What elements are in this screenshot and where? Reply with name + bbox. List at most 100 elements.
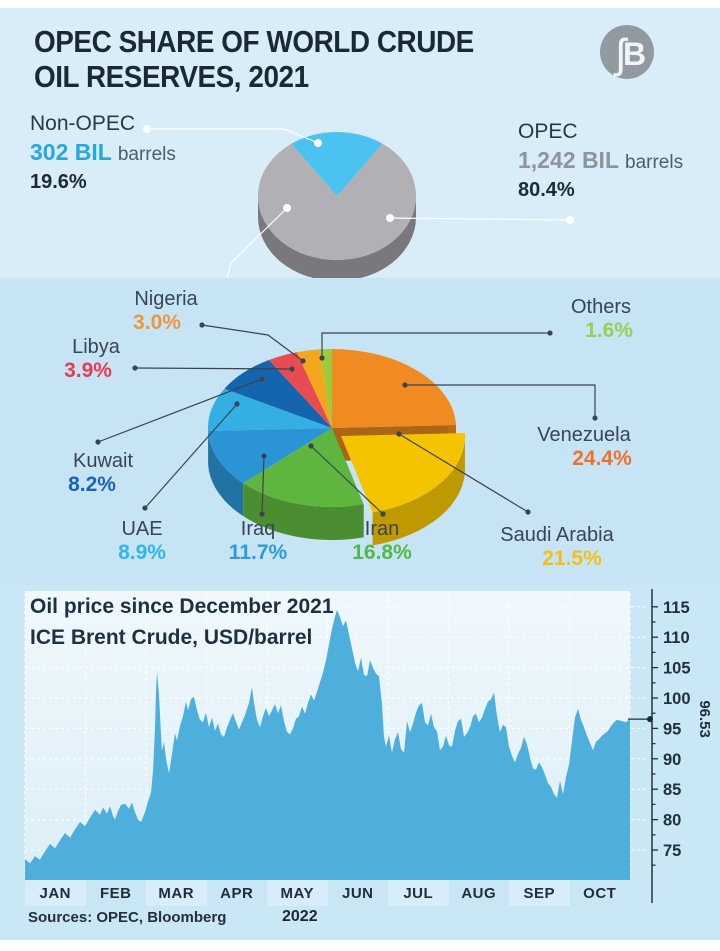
member-share: 16.8% (352, 541, 412, 564)
leader-line-opec-breakdown (225, 207, 288, 283)
pie-slice-uae (208, 388, 332, 431)
leader-line-saudi-arabia (398, 433, 529, 513)
leader-dot-non-opec (143, 125, 151, 133)
month-label-jul: JUL (388, 880, 449, 906)
oil-chart-title: Oil price since December 2021 (30, 595, 334, 618)
leader-dot-others (319, 355, 325, 361)
pie-slice-venezuela (332, 349, 456, 428)
section-opec-members: Venezuela 24.4% Saudi Arabia 21.5% Iran 16.8%… (0, 278, 720, 585)
section-world-reserves: OPEC SHARE OF WORLD CRUDE OIL RESERVES, … (0, 8, 720, 283)
pie-wall-saudi-arabia (372, 433, 465, 546)
member-share: 1.6% (585, 319, 633, 342)
leader-line-nigeria (201, 324, 304, 362)
y-tick-label: 110 (663, 629, 690, 647)
month-label-mar: MAR (146, 880, 207, 906)
non-opec-unit: barrels (117, 144, 176, 165)
tbs-logo: ʃB (600, 25, 654, 79)
leader-dot-uae (142, 505, 148, 511)
pie-slice-iraq (208, 428, 332, 484)
member-label-nigeria: Nigeria 3.0% (133, 288, 198, 335)
leader-dot-iraq (259, 511, 265, 517)
y-tick-label: 115 (663, 599, 690, 617)
leader-dot-kuwait (95, 439, 101, 445)
y-tick-label: 100 (663, 690, 691, 708)
tbs-logo-glyph: B (623, 36, 646, 72)
leader-dot-nigeria (300, 358, 306, 364)
member-label-saudi-arabia: Saudi Arabia 21.5% (500, 524, 613, 571)
pie-slice-kuwait (224, 360, 332, 428)
opec-members-pie (95, 322, 598, 546)
leader-dot-kuwait (259, 376, 265, 382)
month-label-feb: FEB (85, 880, 146, 906)
leader-dot-iran (308, 443, 314, 449)
oil-price-area (25, 609, 630, 880)
pie-wall-iraq (208, 430, 244, 517)
member-name: Venezuela (537, 424, 631, 446)
leader-dot-iran (380, 511, 386, 517)
sources-label: Sources: OPEC, Bloomberg (28, 909, 227, 926)
month-label-jun: JUN (327, 880, 388, 906)
member-label-venezuela: Venezuela 24.4% (537, 424, 631, 471)
month-label-sep: SEP (509, 880, 570, 906)
opec-label: OPEC (518, 120, 578, 143)
tbs-logo-circle (600, 25, 654, 79)
leader-dot-nigeria (199, 322, 205, 328)
member-label-kuwait: Kuwait 8.2% (68, 450, 133, 497)
last-value-label: 96.53 (696, 700, 713, 738)
leader-dot-venezuela (592, 415, 598, 421)
member-name: Iran (364, 518, 400, 540)
pie-wall-iran (243, 483, 364, 540)
non-opec-share: 19.6% (30, 171, 87, 193)
leader-dot-non-opec (314, 139, 322, 147)
opec-share: 80.4% (518, 179, 575, 201)
bottom-margin (0, 940, 720, 951)
non-opec-amount: 302 BIL (30, 139, 112, 165)
leader-line-venezuela (405, 384, 596, 418)
member-share: 3.0% (133, 311, 181, 334)
leader-line-iran (310, 445, 384, 515)
leader-dot-others (547, 330, 553, 336)
member-label-uae: UAE 8.9% (118, 518, 166, 565)
leader-dot-iraq (261, 453, 267, 459)
month-label-aug: AUG (448, 880, 509, 906)
pie-slice-saudi-arabia (341, 433, 465, 513)
member-label-iraq: Iraq 11.7% (229, 518, 287, 565)
leader-dot-uae (234, 401, 240, 407)
leader-line-others (321, 332, 550, 358)
section-oil-price: 75 80 85 90 95 100 105 110 115 96.53 Oil price si… (0, 585, 720, 940)
member-name: UAE (121, 518, 163, 540)
member-name: Others (570, 296, 632, 318)
opec-amount: 1,242 BIL (518, 147, 619, 173)
member-share: 24.4% (572, 447, 632, 470)
pie-wall-opec (258, 196, 416, 281)
leader-line-libya (134, 367, 293, 370)
pie-slice-iran (243, 428, 364, 507)
non-opec-callout: Non-OPEC 302 BIL barrels 19.6% (30, 112, 176, 194)
member-name: Iraq (240, 518, 276, 540)
leader-dot-opec-breakdown (283, 204, 291, 212)
pie-slice-opec (258, 143, 416, 260)
non-opec-label: Non-OPEC (30, 112, 136, 135)
y-tick-label: 85 (663, 781, 681, 799)
opec-unit: barrels (625, 152, 684, 173)
month-label-oct: OCT (569, 880, 630, 906)
leader-dot-saudi-arabia (396, 431, 402, 437)
member-name: Libya (72, 336, 120, 358)
y-tick-label: 80 (663, 812, 681, 830)
member-name: Saudi Arabia (500, 524, 614, 546)
leader-dot-saudi-arabia (525, 509, 531, 515)
month-label-may: MAY (267, 880, 328, 906)
leader-line-kuwait (97, 378, 263, 443)
leader-dot-venezuela (402, 382, 408, 388)
page-title-line1: OPEC SHARE OF WORLD CRUDE (34, 24, 474, 59)
y-tick-label: 75 (663, 842, 681, 860)
member-share: 8.9% (118, 541, 166, 564)
leader-dot-libya (132, 365, 138, 371)
y-tick-label: 105 (663, 660, 691, 678)
opec-callout: OPEC 1,242 BIL barrels 80.4% (518, 120, 683, 202)
leader-line-opec (389, 217, 571, 221)
month-label-jan: JAN (25, 880, 86, 906)
pie-slice-non-opec (291, 132, 383, 196)
oil-price-chart: 75 80 85 90 95 100 105 110 115 96.53 (0, 585, 713, 903)
